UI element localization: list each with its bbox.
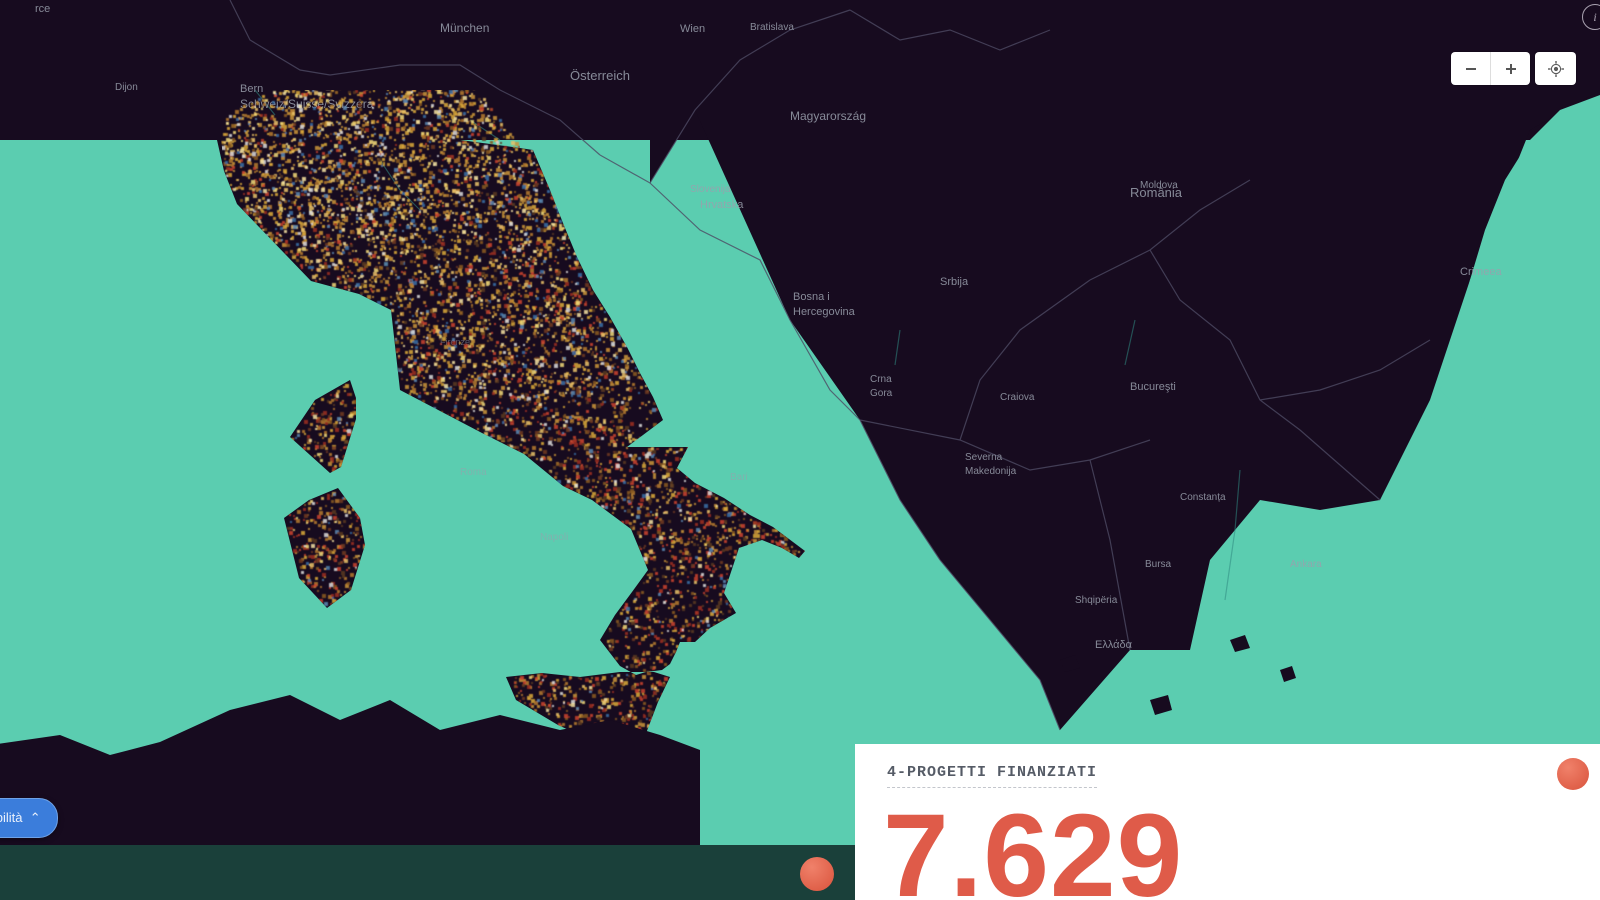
svg-text:Bursa: Bursa — [1145, 559, 1172, 570]
svg-text:Craiova: Craiova — [1000, 392, 1035, 403]
svg-text:Constanța: Constanța — [1180, 492, 1226, 503]
svg-text:Bratislava: Bratislava — [750, 22, 794, 33]
svg-text:Österreich: Österreich — [570, 68, 630, 83]
svg-text:Ελλάδα: Ελλάδα — [1095, 639, 1133, 651]
svg-text:Crna: Crna — [870, 374, 892, 385]
svg-text:Srbija: Srbija — [940, 276, 969, 288]
svg-text:Ankara: Ankara — [1290, 559, 1322, 570]
svg-text:Gora: Gora — [870, 388, 893, 399]
svg-text:Shqipëria: Shqipëria — [1075, 595, 1118, 606]
svg-text:Roma: Roma — [460, 467, 487, 478]
svg-text:Bari: Bari — [730, 472, 748, 483]
svg-text:Crimeea: Crimeea — [1460, 266, 1502, 278]
svg-text:Makedonija: Makedonija — [965, 466, 1017, 477]
svg-text:rce: rce — [35, 3, 50, 15]
svg-text:München: München — [440, 21, 489, 35]
svg-text:Bern: Bern — [240, 83, 263, 95]
svg-text:Napoli: Napoli — [540, 532, 568, 543]
svg-text:Slovenija: Slovenija — [690, 184, 731, 195]
svg-text:Bucureşti: Bucureşti — [1130, 381, 1176, 393]
svg-text:Severna: Severna — [965, 452, 1003, 463]
svg-text:Wien: Wien — [680, 23, 705, 35]
svg-text:Dijon: Dijon — [115, 82, 138, 93]
svg-text:Hrvatska: Hrvatska — [700, 199, 744, 211]
svg-text:Bosna i: Bosna i — [793, 291, 830, 303]
svg-text:Hercegovina: Hercegovina — [793, 306, 856, 318]
svg-text:Magyarország: Magyarország — [790, 109, 866, 123]
svg-text:România: România — [1130, 185, 1183, 200]
